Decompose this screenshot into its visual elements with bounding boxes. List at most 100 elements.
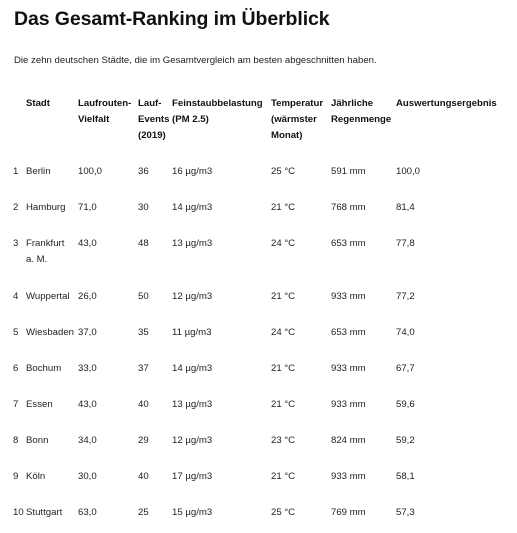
cell-events: 40 (138, 471, 149, 482)
cell-rank: 2 (13, 202, 19, 213)
cell-temp: 24 °C (271, 327, 296, 338)
cell-rank: 9 (13, 471, 19, 482)
header-score-label: Auswertungsergebnis (396, 98, 497, 109)
header-events-line: (2019) (138, 130, 166, 141)
cell-events: 50 (138, 291, 149, 302)
cell-dust: 14 µg/m3 (172, 202, 213, 213)
cell-rank: 10 (13, 507, 24, 518)
cell-routes: 30,0 (78, 471, 97, 482)
cell-routes: 63,0 (78, 507, 97, 518)
cell-score: 81,4 (396, 202, 415, 213)
header-dust-line: (PM 2.5) (172, 114, 209, 125)
cell-score: 77,2 (396, 291, 415, 302)
cell-dust: 12 µg/m3 (172, 291, 213, 302)
header-rain: Jährliche Regenmenge (331, 96, 391, 128)
cell-temp: 24 °C (271, 238, 296, 249)
cell-temp: 21 °C (271, 399, 296, 410)
cell-city: Wuppertal (26, 291, 70, 302)
cell-city-line: Frankfurt (26, 238, 65, 249)
cell-temp: 21 °C (271, 291, 296, 302)
cell-score: 67,7 (396, 363, 415, 374)
header-events-line: Events (138, 114, 170, 125)
header-routes-line: Laufrouten- (78, 98, 132, 109)
cell-rain: 768 mm (331, 202, 366, 213)
cell-events: 36 (138, 166, 149, 177)
page-title: Das Gesamt-Ranking im Überblick (14, 8, 330, 30)
cell-events: 35 (138, 327, 149, 338)
cell-events: 30 (138, 202, 149, 213)
cell-city: Stuttgart (26, 507, 63, 518)
cell-score: 74,0 (396, 327, 415, 338)
cell-rank: 1 (13, 166, 19, 177)
cell-city: Wiesbaden (26, 327, 74, 338)
cell-rank: 8 (13, 435, 19, 446)
cell-rain: 824 mm (331, 435, 366, 446)
cell-dust: 13 µg/m3 (172, 238, 213, 249)
cell-rain: 591 mm (331, 166, 366, 177)
cell-events: 25 (138, 507, 149, 518)
header-rain-line: Regenmenge (331, 114, 392, 125)
cell-score: 59,6 (396, 399, 415, 410)
cell-rain: 769 mm (331, 507, 366, 518)
cell-score: 58,1 (396, 471, 415, 482)
cell-rank: 3 (13, 238, 19, 249)
cell-dust: 17 µg/m3 (172, 471, 213, 482)
cell-routes: 43,0 (78, 238, 97, 249)
cell-temp: 21 °C (271, 363, 296, 374)
header-temp: Temperatur (wärmster Monat) (271, 96, 323, 144)
header-temp-line: Monat) (271, 130, 303, 141)
cell-routes: 34,0 (78, 435, 97, 446)
cell-rain: 933 mm (331, 471, 366, 482)
cell-city: Bonn (26, 435, 49, 446)
cell-routes: 37,0 (78, 327, 97, 338)
cell-rank: 6 (13, 363, 19, 374)
cell-events: 29 (138, 435, 149, 446)
header-dust: Feinstaubbelastung (PM 2.5) (172, 96, 263, 128)
cell-routes: 100,0 (78, 166, 103, 177)
cell-rank: 5 (13, 327, 19, 338)
cell-dust: 15 µg/m3 (172, 507, 213, 518)
cell-dust: 11 µg/m3 (172, 327, 212, 338)
cell-dust: 12 µg/m3 (172, 435, 213, 446)
cell-score: 59,2 (396, 435, 415, 446)
header-score: Auswertungsergebnis (396, 96, 497, 112)
cell-temp: 23 °C (271, 435, 296, 446)
header-dust-line: Feinstaubbelastung (172, 98, 263, 109)
cell-rain: 933 mm (331, 363, 366, 374)
cell-temp: 21 °C (271, 202, 296, 213)
cell-events: 37 (138, 363, 149, 374)
header-city: Stadt (26, 96, 50, 112)
cell-rain: 653 mm (331, 238, 366, 249)
header-city-label: Stadt (26, 98, 50, 109)
cell-rank: 7 (13, 399, 19, 410)
cell-routes: 71,0 (78, 202, 97, 213)
cell-city: Hamburg (26, 202, 66, 213)
cell-rain: 933 mm (331, 399, 366, 410)
header-temp-line: (wärmster (271, 114, 317, 125)
cell-score: 57,3 (396, 507, 415, 518)
cell-rain: 933 mm (331, 291, 366, 302)
cell-city: Essen (26, 399, 53, 410)
cell-score: 100,0 (396, 166, 421, 177)
cell-routes: 26,0 (78, 291, 97, 302)
cell-routes: 33,0 (78, 363, 97, 374)
cell-dust: 14 µg/m3 (172, 363, 213, 374)
cell-city: Bochum (26, 363, 62, 374)
cell-dust: 16 µg/m3 (172, 166, 213, 177)
cell-rank: 4 (13, 291, 19, 302)
header-temp-line: Temperatur (271, 98, 324, 109)
cell-city: Köln (26, 471, 46, 482)
header-rain-line: Jährliche (331, 98, 374, 109)
cell-routes: 43,0 (78, 399, 97, 410)
header-events-line: Lauf- (138, 98, 162, 109)
cell-rain: 653 mm (331, 327, 366, 338)
cell-events: 40 (138, 399, 149, 410)
header-routes: Laufrouten- Vielfalt (78, 96, 131, 128)
cell-temp: 25 °C (271, 507, 296, 518)
cell-temp: 21 °C (271, 471, 296, 482)
cell-dust: 13 µg/m3 (172, 399, 213, 410)
cell-events: 48 (138, 238, 149, 249)
cell-temp: 25 °C (271, 166, 296, 177)
header-events: Lauf- Events (2019) (138, 96, 169, 144)
